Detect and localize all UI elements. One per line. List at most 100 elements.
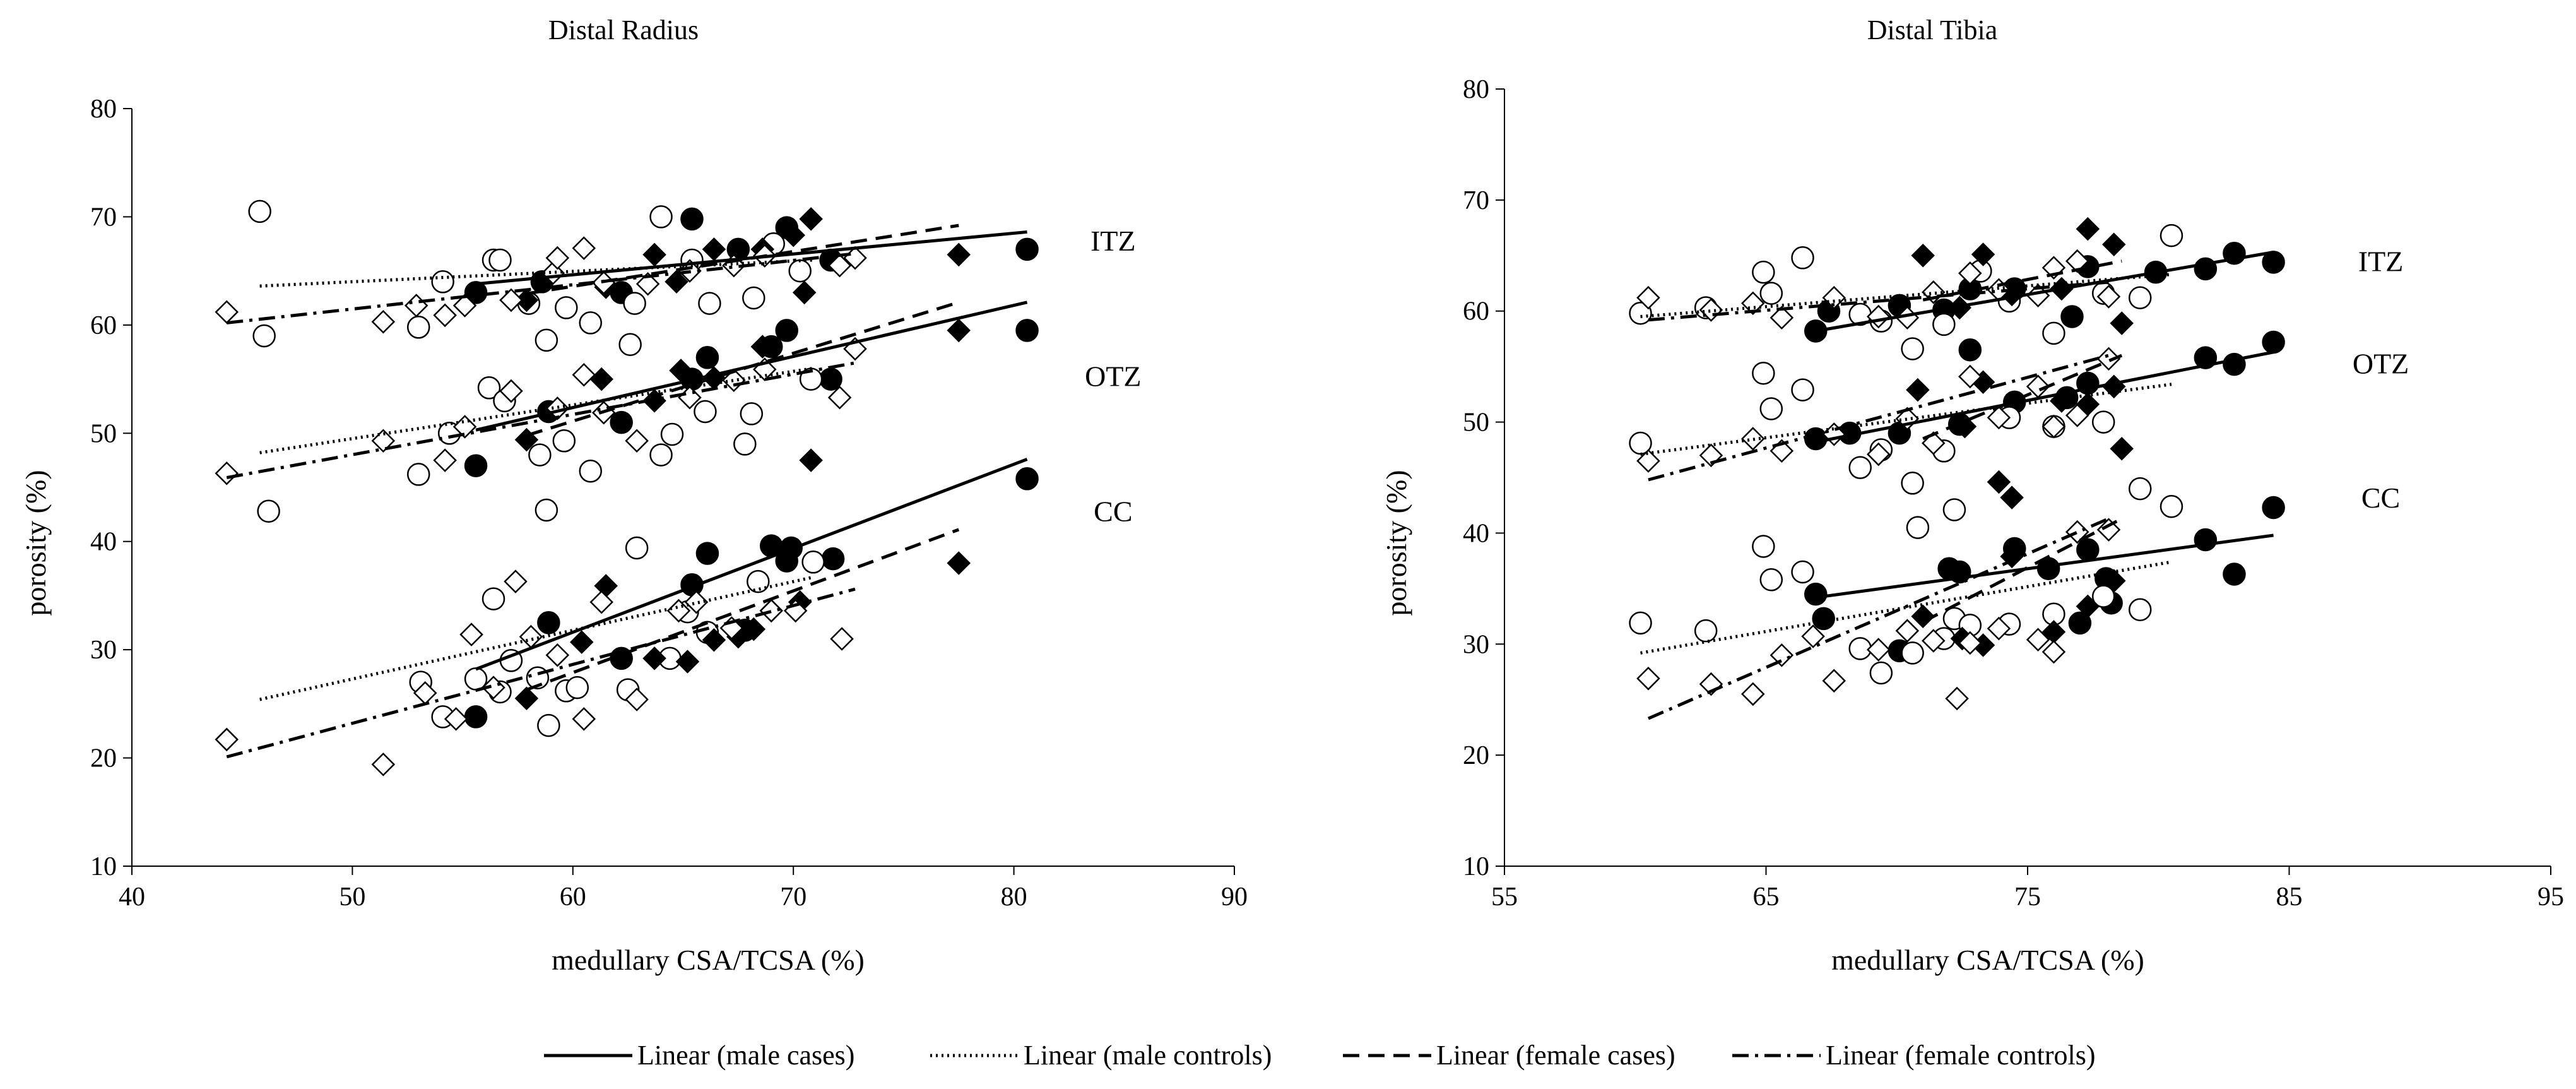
trendline	[1640, 383, 2172, 456]
data-point	[1741, 682, 1765, 706]
data-point	[215, 300, 239, 324]
data-point	[514, 686, 539, 711]
data-point	[741, 617, 766, 641]
x-tick-label: 85	[2276, 883, 2303, 912]
data-point	[1752, 535, 1775, 558]
data-point	[1848, 456, 1872, 479]
data-point	[1770, 306, 1794, 330]
data-point	[1822, 669, 1846, 693]
data-point	[1741, 291, 1765, 316]
data-point	[2194, 528, 2218, 552]
data-point	[1694, 619, 1718, 643]
data-point	[1866, 638, 1891, 662]
data-point	[1987, 470, 2011, 494]
data-point	[733, 432, 757, 456]
data-point	[1922, 629, 1946, 653]
data-point	[1945, 686, 1969, 711]
data-point	[695, 542, 719, 565]
trendline	[259, 366, 814, 455]
data-point	[2042, 321, 2065, 345]
data-point	[625, 687, 649, 711]
data-point	[1791, 560, 1814, 584]
zone-label: OTZ	[1085, 360, 1141, 392]
y-tick-label: 10	[1463, 852, 1489, 881]
y-tick-label: 10	[90, 852, 117, 881]
data-point	[2065, 249, 2089, 273]
zone-label: CC	[1094, 496, 1132, 528]
x-tick-label: 95	[2538, 883, 2564, 912]
data-point	[675, 650, 700, 674]
data-point	[2000, 485, 2024, 509]
zone-label: ITZ	[2358, 246, 2404, 278]
data-point	[649, 443, 673, 467]
data-point	[514, 288, 539, 312]
trendline-group	[526, 223, 960, 691]
trendline	[1815, 533, 2274, 599]
chart-title: Distal Tibia	[1867, 15, 1998, 45]
x-tick-label: 60	[560, 883, 586, 912]
data-point	[528, 443, 552, 467]
data-point	[1015, 237, 1039, 261]
data-point	[2128, 477, 2152, 501]
trendline	[226, 587, 856, 759]
data-point	[1987, 616, 2011, 641]
zone-label: CC	[2361, 482, 2400, 514]
data-point	[499, 379, 523, 403]
data-point	[406, 463, 430, 486]
trendline-group	[226, 252, 856, 759]
data-point	[1636, 285, 1660, 310]
data-point	[2076, 594, 2100, 619]
data-point	[1848, 637, 1872, 660]
data-point	[572, 707, 596, 731]
x-tick-label: 40	[119, 883, 145, 912]
trendline	[1647, 517, 2110, 720]
data-point	[504, 569, 528, 593]
data-point	[488, 248, 512, 272]
data-point	[819, 367, 842, 391]
trendline	[1922, 517, 2123, 624]
data-point	[694, 400, 717, 424]
data-point	[1869, 661, 1893, 685]
data-point	[2096, 347, 2121, 371]
data-point	[215, 461, 239, 485]
data-point	[742, 286, 765, 310]
data-point	[406, 316, 430, 339]
data-point	[2128, 598, 2152, 622]
trendline	[1922, 354, 2123, 441]
data-point	[433, 303, 457, 328]
data-point	[2262, 330, 2285, 354]
data-point	[252, 324, 276, 348]
data-point	[248, 199, 271, 223]
data-point	[1759, 282, 1783, 305]
y-tick-label: 60	[1463, 297, 1489, 326]
trendline-group	[1647, 280, 2110, 720]
data-point	[552, 429, 576, 453]
data-point	[565, 675, 589, 699]
data-point	[1895, 619, 1920, 643]
trendline	[1640, 273, 2172, 318]
data-point	[477, 376, 501, 400]
x-axis-label: medullary CSA/TCSA (%)	[1831, 944, 2144, 976]
data-point	[642, 646, 666, 670]
data-point	[2159, 494, 2183, 518]
trendline	[1815, 350, 2274, 444]
data-point	[747, 569, 770, 593]
data-point	[1942, 498, 1966, 521]
data-point	[1958, 631, 1982, 655]
data-point	[660, 422, 684, 446]
trendline	[1648, 354, 2110, 482]
data-point	[2065, 403, 2089, 427]
data-point	[482, 675, 505, 699]
legend-label: Linear (female cases)	[1436, 1040, 1675, 1071]
data-point	[775, 319, 798, 342]
y-tick-label: 50	[1463, 408, 1489, 437]
data-point	[1901, 337, 1924, 360]
data-point	[830, 627, 854, 651]
data-point	[2110, 311, 2134, 335]
data-point	[1636, 667, 1660, 691]
data-point	[635, 271, 660, 296]
data-point	[827, 385, 852, 410]
data-point	[2102, 232, 2126, 256]
x-tick-label: 90	[1221, 883, 1248, 912]
data-point	[695, 346, 719, 369]
